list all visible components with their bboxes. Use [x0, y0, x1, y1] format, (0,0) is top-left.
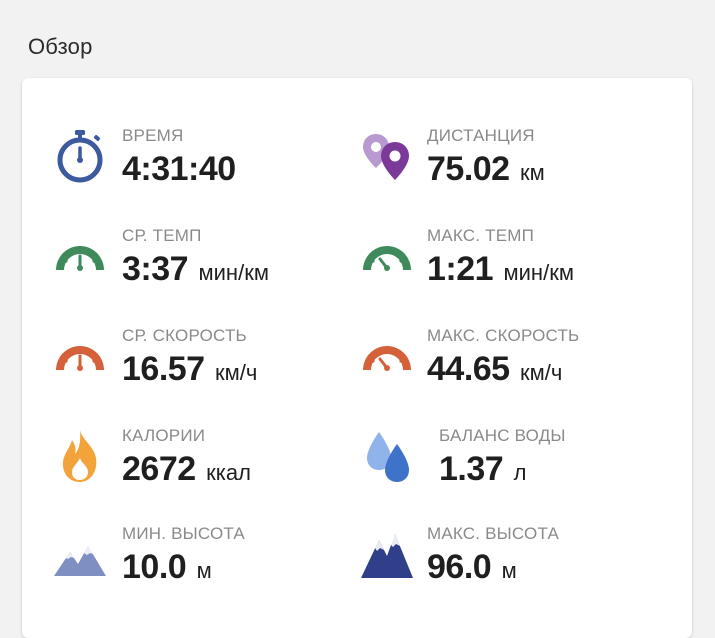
stat-unit: км	[520, 160, 545, 185]
stat-distance: ДИСТАНЦИЯ 75.02 км	[359, 126, 659, 206]
stat-value: 3:37	[122, 250, 189, 288]
stat-water: БАЛАНС ВОДЫ 1.37 л	[359, 426, 659, 506]
stat-min-altitude: МИН. ВЫСОТА 10.0 м	[52, 524, 352, 604]
stat-unit: м	[196, 558, 212, 583]
stat-value: 4:31:40	[122, 150, 236, 188]
stat-unit: мин/км	[503, 260, 574, 285]
stat-value: 1:21	[427, 250, 494, 288]
map-pins-icon	[359, 128, 415, 184]
stat-unit: м	[501, 558, 517, 583]
stat-label: БАЛАНС ВОДЫ	[439, 426, 566, 445]
stat-max-speed: МАКС. СКОРОСТЬ 44.65 км/ч	[359, 326, 659, 406]
stat-unit: км/ч	[215, 360, 258, 385]
gauge-icon	[359, 228, 415, 284]
gauge-icon	[52, 328, 108, 384]
stat-label: КАЛОРИИ	[122, 426, 206, 445]
stat-unit: л	[513, 460, 527, 485]
stat-avg-pace: СР. ТЕМП 3:37 мин/км	[52, 226, 352, 306]
stat-calories: КАЛОРИИ 2672 ккал	[52, 426, 352, 506]
stat-max-altitude: МАКС. ВЫСОТА 96.0 м	[359, 524, 659, 604]
overview-card: ВРЕМЯ 4:31:40 ДИСТАНЦИЯ 75.02 км	[22, 78, 692, 638]
stat-value: 16.57	[122, 350, 205, 388]
stat-value: 96.0	[427, 548, 492, 586]
stat-label: СР. ТЕМП	[122, 226, 202, 245]
stat-value: 44.65	[427, 350, 510, 388]
stat-avg-speed: СР. СКОРОСТЬ 16.57 км/ч	[52, 326, 352, 406]
stat-label: МАКС. СКОРОСТЬ	[427, 326, 580, 345]
stat-max-pace: МАКС. ТЕМП 1:21 мин/км	[359, 226, 659, 306]
stat-label: ДИСТАНЦИЯ	[427, 126, 535, 145]
flame-icon	[52, 428, 108, 484]
stat-label: МАКС. ВЫСОТА	[427, 524, 560, 543]
stat-label: ВРЕМЯ	[122, 126, 184, 145]
stat-label: СР. СКОРОСТЬ	[122, 326, 247, 345]
stat-unit: ккал	[206, 460, 251, 485]
stat-value: 10.0	[122, 548, 187, 586]
stat-unit: мин/км	[198, 260, 269, 285]
water-drops-icon	[359, 428, 415, 484]
stat-value: 1.37	[439, 450, 504, 488]
stat-value: 2672	[122, 450, 196, 488]
stopwatch-icon	[52, 128, 108, 184]
stat-unit: км/ч	[520, 360, 563, 385]
mountains-icon	[359, 526, 415, 582]
stat-label: МАКС. ТЕМП	[427, 226, 535, 245]
gauge-icon	[359, 328, 415, 384]
gauge-icon	[52, 228, 108, 284]
section-title: Обзор	[28, 34, 93, 59]
stat-value: 75.02	[427, 150, 510, 188]
stat-label: МИН. ВЫСОТА	[122, 524, 245, 543]
stat-time: ВРЕМЯ 4:31:40	[52, 126, 352, 206]
mountains-icon	[52, 526, 108, 582]
